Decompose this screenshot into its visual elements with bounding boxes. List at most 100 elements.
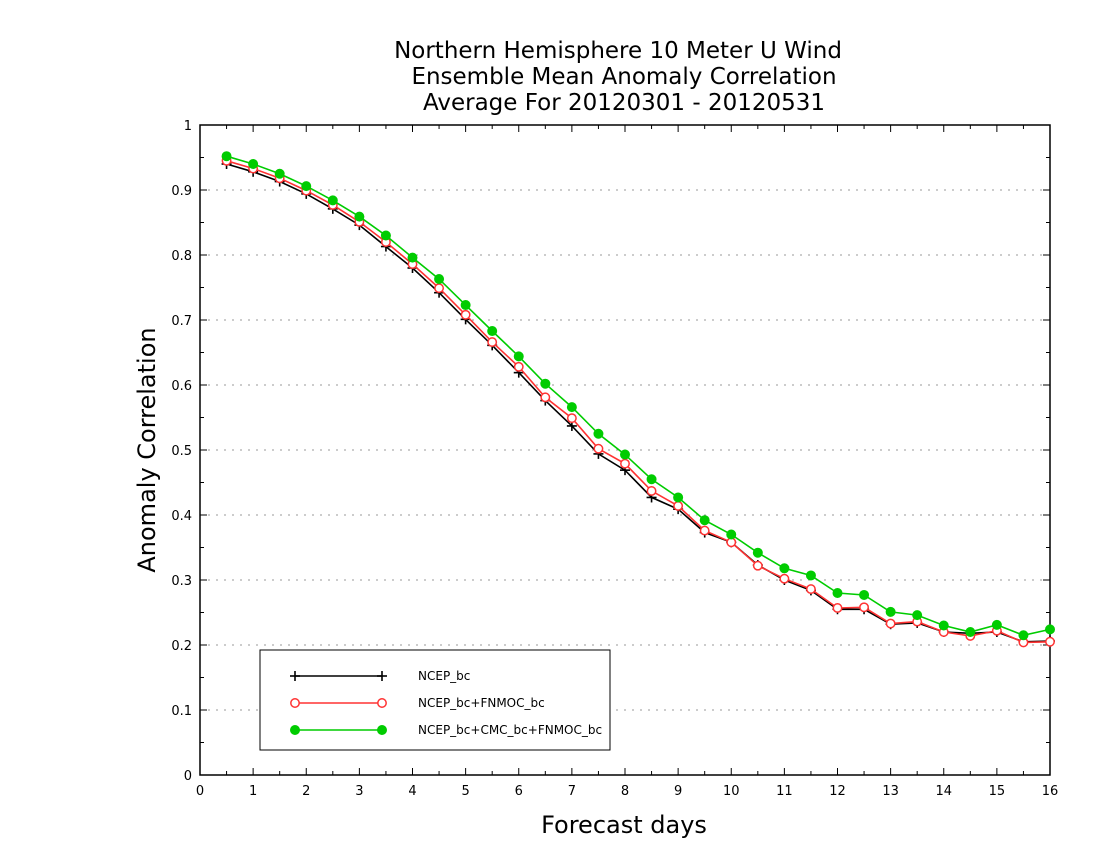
data-point [434, 283, 445, 294]
legend-item: NCEP_bc+FNMOC_bc [290, 696, 545, 710]
data-point [912, 610, 923, 621]
series-1 [221, 155, 1055, 648]
y-tick-label: 0.2 [171, 639, 192, 654]
y-tick-label: 0.3 [171, 574, 192, 589]
data-point [274, 168, 285, 179]
chart-title-line-2: Ensemble Mean Anomaly Correlation [411, 64, 836, 90]
data-point [1045, 636, 1055, 647]
data-series [221, 151, 1055, 648]
data-point [407, 252, 418, 263]
data-point [460, 309, 471, 320]
data-point [885, 618, 896, 629]
data-point [779, 563, 790, 574]
y-tick-label: 0.9 [171, 184, 192, 199]
data-point [487, 326, 498, 337]
x-tick-label: 5 [461, 784, 469, 799]
legend-marker [377, 725, 387, 735]
y-tick-label: 0.6 [171, 379, 192, 394]
data-point [938, 620, 949, 631]
data-point [699, 525, 710, 536]
legend-marker [290, 725, 300, 735]
y-tick-label: 0 [184, 769, 192, 784]
data-point [327, 195, 338, 206]
y-tick-label: 0.7 [171, 314, 192, 329]
y-axis-ticks: 0 0.1 0.2 0.3 0.4 0.5 0.6 0.7 0.8 0.9 1 [171, 119, 1050, 784]
data-point [593, 443, 604, 454]
data-point [513, 361, 524, 372]
x-tick-label: 6 [515, 784, 523, 799]
y-axis-title: Anomaly Correlation [133, 327, 161, 572]
data-point [513, 351, 524, 362]
x-tick-label: 13 [882, 784, 899, 799]
data-point [620, 458, 630, 469]
data-point [566, 402, 577, 413]
data-point [885, 606, 896, 617]
x-tick-label: 14 [935, 784, 952, 799]
x-tick-label: 7 [568, 784, 576, 799]
data-point [540, 378, 551, 389]
legend: NCEP_bc NCEP_bc+FNMOC_bc NCEP_bc+CMC_bc+FN… [259, 649, 611, 751]
x-tick-label: 8 [621, 784, 629, 799]
legend-label: NCEP_bc+CMC_bc+FNMOC_bc [418, 723, 602, 737]
data-point [991, 619, 1002, 630]
y-tick-label: 1 [184, 119, 192, 134]
data-point [673, 492, 684, 503]
x-axis-title: Forecast days [541, 811, 707, 839]
series-line [226, 160, 1051, 644]
y-tick-label: 0.5 [171, 444, 192, 459]
chart-title: Northern Hemisphere 10 Meter U Wind Ense… [394, 38, 842, 116]
legend-item: NCEP_bc [290, 669, 470, 683]
data-point [779, 573, 790, 584]
legend-marker [290, 671, 300, 681]
data-point [301, 181, 312, 192]
legend-item: NCEP_bc+CMC_bc+FNMOC_bc [290, 723, 602, 737]
series-0 [221, 159, 1055, 647]
data-point [1018, 630, 1029, 641]
data-point [380, 230, 391, 241]
data-point [487, 337, 498, 348]
legend-marker [290, 698, 300, 708]
x-tick-label: 12 [829, 784, 846, 799]
data-point [540, 392, 551, 403]
y-tick-label: 0.1 [171, 704, 192, 719]
x-tick-label: 1 [249, 784, 257, 799]
data-point [646, 474, 657, 485]
chart-title-line-1: Northern Hemisphere 10 Meter U Wind [394, 38, 842, 64]
legend-label: NCEP_bc+FNMOC_bc [418, 696, 545, 710]
x-tick-label: 2 [302, 784, 310, 799]
legend-marker [377, 671, 387, 681]
y-tick-label: 0.4 [171, 509, 192, 524]
y-tick-label: 0.8 [171, 249, 192, 264]
x-tick-label: 11 [776, 784, 793, 799]
x-tick-label: 3 [355, 784, 363, 799]
x-tick-label: 9 [674, 784, 682, 799]
series-2 [221, 151, 1055, 641]
data-point [726, 529, 737, 540]
data-point [965, 627, 976, 637]
legend-label: NCEP_bc [418, 669, 470, 683]
series-line [226, 155, 1051, 637]
legend-marker [377, 698, 387, 708]
data-point [646, 486, 657, 496]
data-point [221, 151, 232, 162]
data-point [354, 211, 365, 222]
data-point [460, 300, 471, 311]
data-point [805, 570, 816, 581]
data-point [434, 274, 445, 285]
x-tick-label: 10 [723, 784, 740, 799]
data-point [752, 547, 763, 558]
data-point [752, 560, 763, 571]
x-tick-label: 0 [196, 784, 204, 799]
data-point [566, 413, 577, 424]
data-point [593, 428, 604, 439]
data-point [248, 159, 259, 169]
data-point [673, 500, 684, 511]
legend-box [259, 649, 611, 751]
data-point [620, 449, 630, 460]
data-point [832, 603, 843, 613]
data-point [859, 589, 870, 600]
x-tick-label: 4 [408, 784, 416, 799]
series-line [226, 163, 1051, 643]
